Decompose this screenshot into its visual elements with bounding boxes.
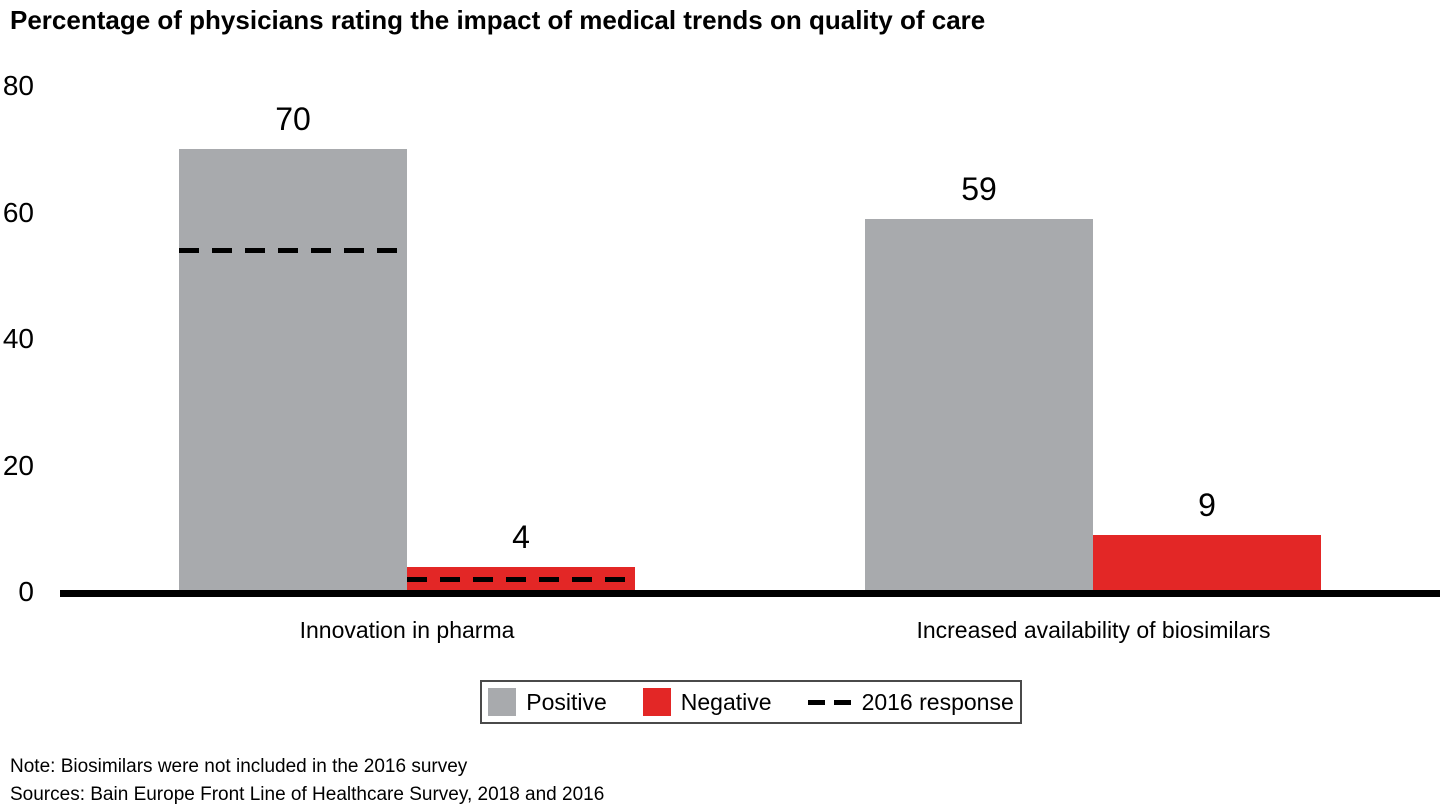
bar-negative-increased-availability-of-biosimilars <box>1093 535 1321 592</box>
footnotes: Note: Biosimilars were not included in t… <box>10 753 604 809</box>
bar-positive-increased-availability-of-biosimilars <box>865 218 1093 592</box>
category-label-innovation-in-pharma: Innovation in pharma <box>299 617 515 643</box>
y-tick-label-60: 60 <box>2 196 34 228</box>
y-tick-label-40: 40 <box>2 323 34 354</box>
bar-positive-innovation-in-pharma <box>179 149 407 592</box>
reference-2016-line-positive-innovation-in-pharma <box>179 247 407 253</box>
negative-swatch <box>642 688 671 716</box>
y-tick-label-20: 20 <box>2 449 34 481</box>
legend-item-negative: Negative <box>642 688 772 716</box>
legend-item-2016-response: 2016 response <box>807 688 1014 716</box>
legend-label-positive: Positive <box>526 688 607 715</box>
category-label-increased-availability-of-biosimilars: Increased availability of biosimilars <box>916 617 1271 643</box>
legend-label-negative: Negative <box>680 688 772 715</box>
value-label-positive-increased-availability-of-biosimilars: 59 <box>961 170 997 207</box>
reference-2016-line-negative-innovation-in-pharma <box>407 576 635 582</box>
y-tick-label-0: 0 <box>18 576 34 607</box>
positive-swatch <box>488 688 517 716</box>
dashed-line-swatch <box>807 699 852 705</box>
legend: Positive Negative 2016 response <box>480 680 1022 724</box>
legend-item-positive: Positive <box>488 688 607 716</box>
legend-label-2016-response: 2016 response <box>861 688 1014 715</box>
chart-title: Percentage of physicians rating the impa… <box>10 5 986 35</box>
value-label-negative-increased-availability-of-biosimilars: 9 <box>1198 487 1216 524</box>
x-axis-line <box>60 590 1440 597</box>
value-label-negative-innovation-in-pharma: 4 <box>512 518 530 555</box>
sources-line: Sources: Bain Europe Front Line of Healt… <box>10 784 605 805</box>
y-tick-label-80: 80 <box>2 70 34 101</box>
value-label-positive-innovation-in-pharma: 70 <box>275 101 311 138</box>
note-line: Note: Biosimilars were not included in t… <box>10 756 468 777</box>
